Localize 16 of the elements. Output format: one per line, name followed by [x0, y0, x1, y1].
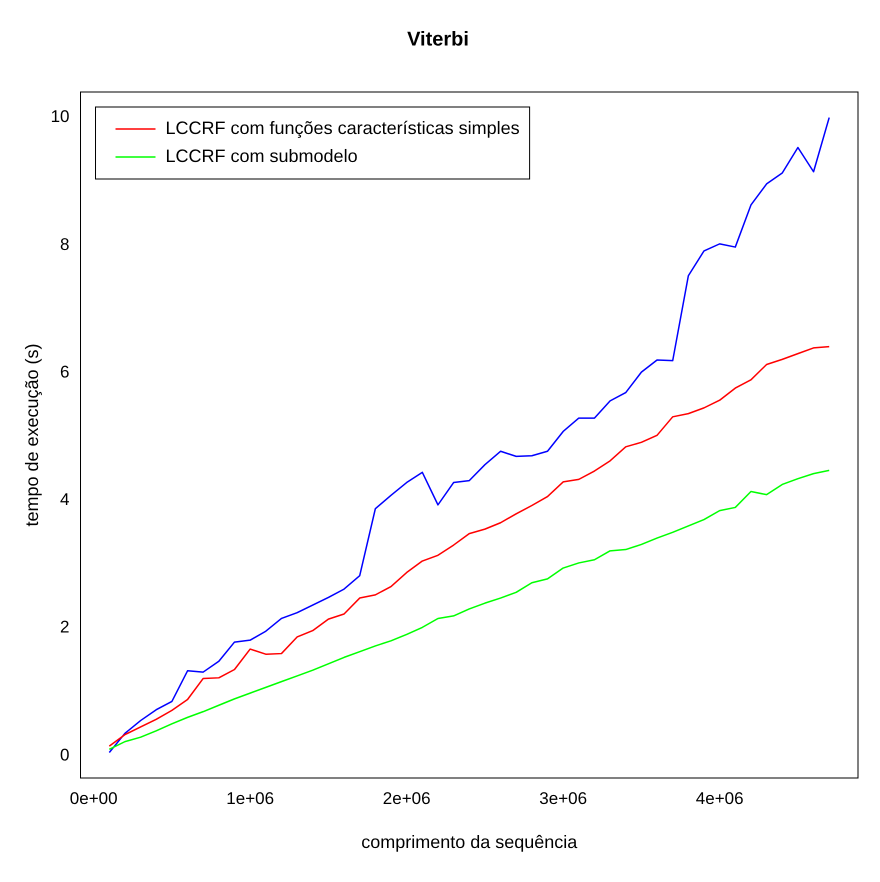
y-tick-label: 2 — [60, 618, 70, 637]
legend-label: LCCRF com funções características simples — [166, 118, 520, 138]
chart-title: Viterbi — [407, 28, 469, 51]
y-tick-label: 6 — [60, 362, 70, 382]
y-tick-label: 10 — [50, 107, 70, 126]
y-tick-label: 4 — [60, 490, 70, 510]
x-tick-label: 4e+06 — [696, 788, 744, 808]
x-axis-title: comprimento da sequência — [361, 832, 578, 852]
y-axis-title: tempo de execução (s) — [22, 343, 42, 527]
x-tick-label: 0e+00 — [70, 788, 118, 808]
y-tick-label: 8 — [60, 234, 70, 254]
x-tick-label: 3e+06 — [539, 788, 588, 808]
x-tick-label: 1e+06 — [226, 788, 274, 808]
y-tick-label: 0 — [60, 745, 70, 764]
x-tick-label: 2e+06 — [382, 788, 431, 808]
legend-label: LCCRF com submodelo — [166, 146, 358, 166]
